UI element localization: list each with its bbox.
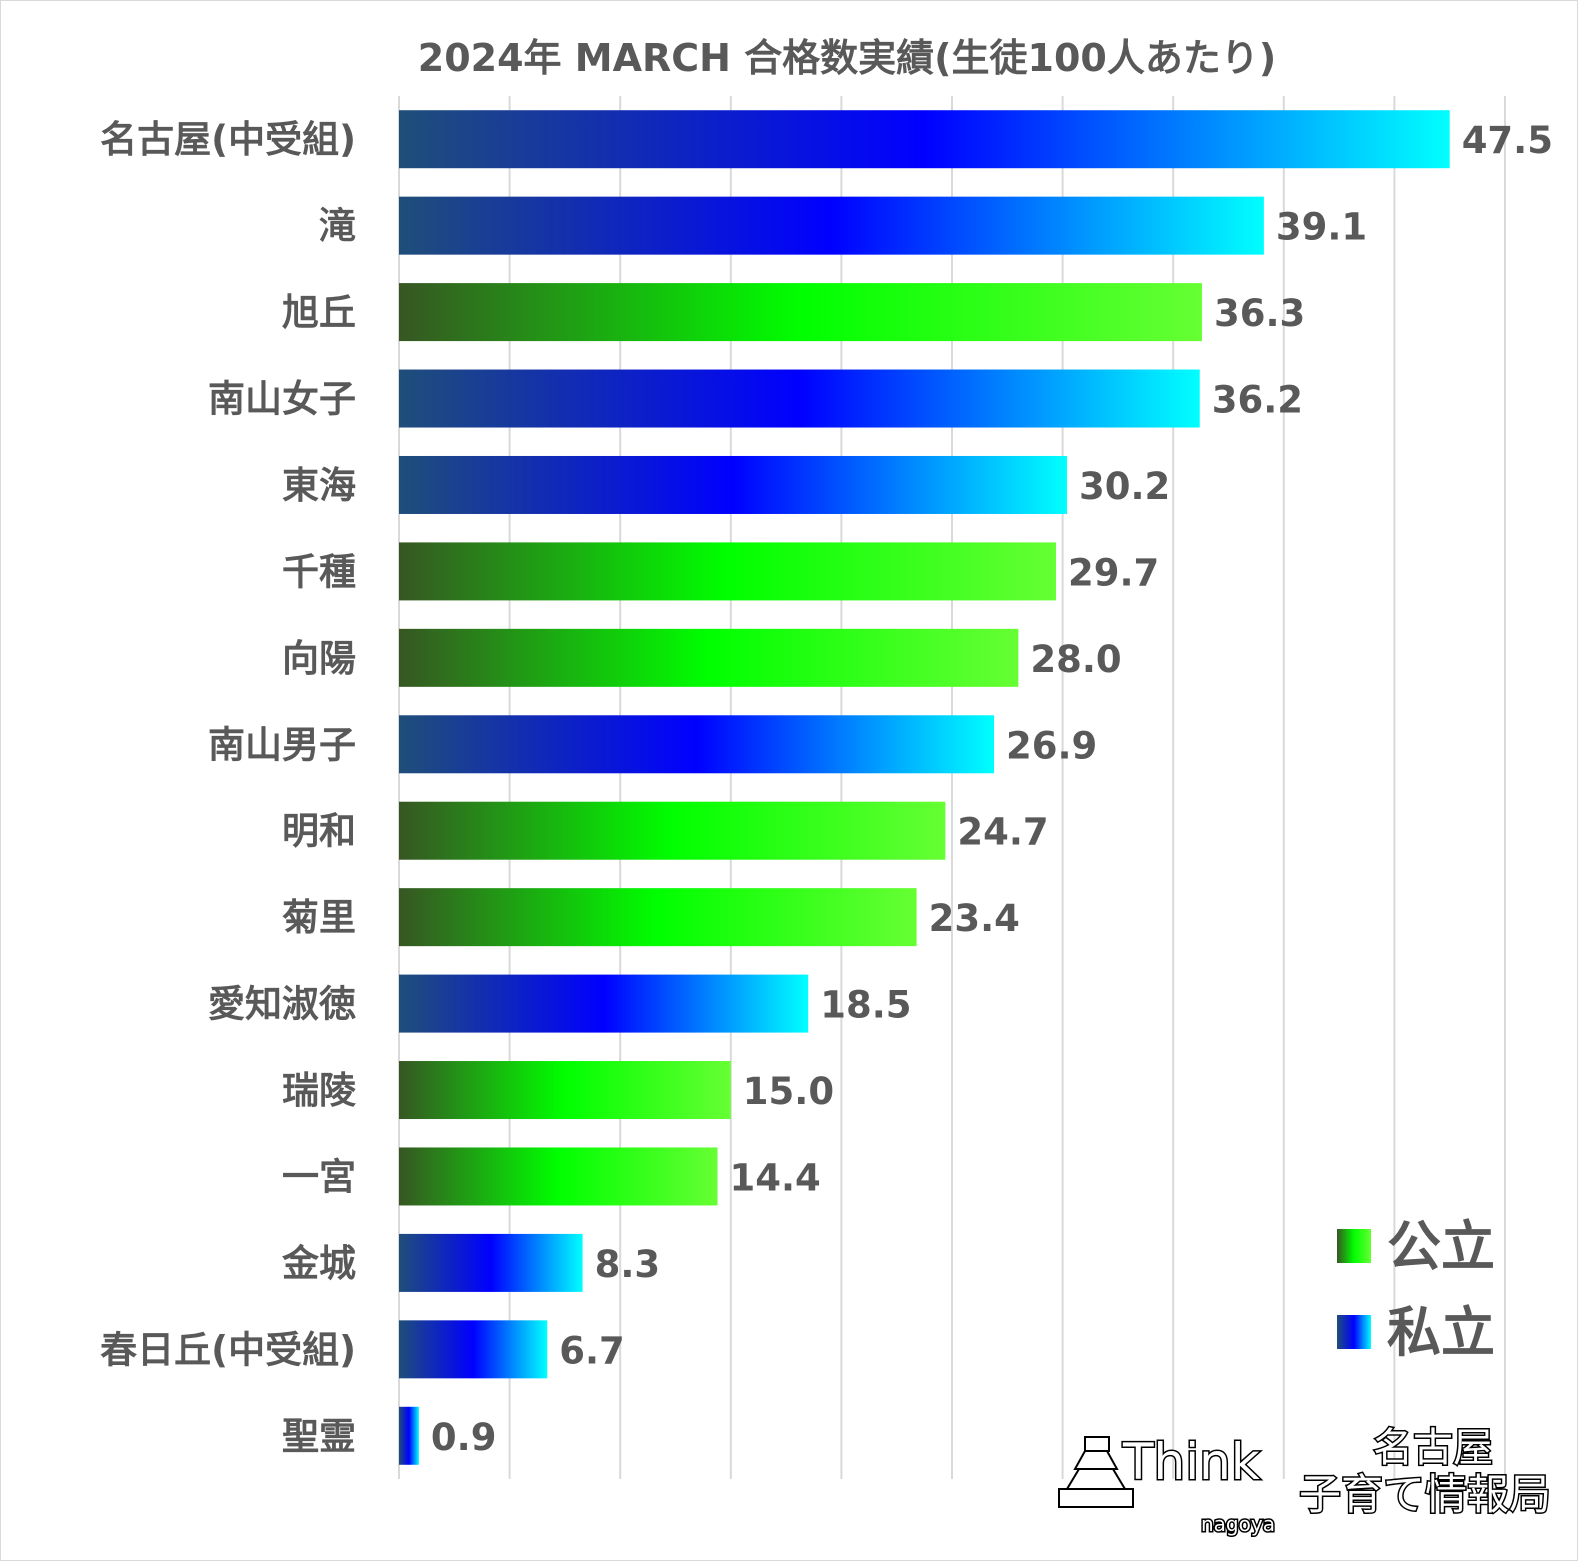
bar-row: 旭丘 36.3	[282, 283, 1305, 342]
bar	[399, 1320, 548, 1379]
value-label: 18.5	[820, 984, 911, 1027]
bar	[399, 1061, 731, 1120]
value-label: 24.7	[957, 811, 1048, 854]
value-label: 29.7	[1068, 551, 1159, 594]
chart-title: 2024年 MARCH 合格数実績(生徒100人あたり)	[418, 36, 1276, 80]
bar	[399, 196, 1264, 255]
bar	[399, 542, 1056, 601]
bar	[399, 801, 946, 860]
bar-row: 明和 24.7	[282, 801, 1049, 860]
bar-row: 春日丘(中受組) 6.7	[100, 1320, 625, 1379]
category-label: 愛知淑徳	[208, 983, 356, 1026]
value-label: 23.4	[929, 897, 1020, 940]
value-label: 39.1	[1276, 206, 1367, 249]
value-label: 6.7	[559, 1329, 625, 1372]
bar-row: 一宮 14.4	[282, 1147, 821, 1206]
bar	[399, 715, 995, 774]
value-label: 15.0	[743, 1070, 834, 1113]
bar-row: 名古屋(中受組) 47.5	[100, 110, 1553, 169]
category-label: 滝	[319, 205, 356, 248]
bar	[399, 1406, 419, 1465]
logo-line1: 名古屋	[1373, 1425, 1493, 1471]
bar	[399, 1147, 718, 1206]
legend-swatch-public	[1337, 1229, 1371, 1263]
bar	[399, 283, 1202, 342]
category-label: 南山女子	[208, 378, 356, 421]
bar-row: 千種 29.7	[282, 542, 1159, 601]
category-label: 旭丘	[282, 291, 356, 334]
bar-row: 向陽 28.0	[282, 628, 1122, 687]
category-label: 一宮	[282, 1155, 356, 1198]
bar	[399, 110, 1450, 169]
legend: 公立 私立	[1337, 1215, 1495, 1364]
category-label: 東海	[282, 464, 356, 507]
brand-logo: Think nagoya 名古屋 子育て情報局	[1058, 1424, 1553, 1538]
bar-row: 東海 30.2	[282, 455, 1170, 514]
legend-label-private: 私立	[1387, 1301, 1495, 1364]
bar-row: 瑞陵 15.0	[282, 1061, 834, 1120]
category-label: 南山男子	[208, 723, 356, 766]
bar-row: 菊里 23.4	[282, 888, 1020, 947]
category-label: 金城	[282, 1242, 356, 1285]
logo-brand: Think	[1122, 1433, 1260, 1491]
legend-label-public: 公立	[1387, 1215, 1495, 1278]
legend-swatch-private	[1337, 1315, 1371, 1349]
logo-line2: 子育て情報局	[1299, 1470, 1551, 1519]
bar	[399, 455, 1068, 514]
value-label: 47.5	[1462, 119, 1553, 162]
value-label: 8.3	[595, 1243, 661, 1286]
bar	[399, 1233, 583, 1292]
value-label: 36.2	[1212, 379, 1303, 422]
bar-row: 南山女子 36.2	[208, 369, 1303, 428]
value-label: 28.0	[1030, 638, 1121, 681]
category-label: 千種	[282, 550, 356, 593]
value-label: 30.2	[1079, 465, 1170, 508]
bar	[399, 974, 809, 1033]
bar	[399, 888, 917, 947]
bar-row: 愛知淑徳 18.5	[208, 974, 912, 1033]
bar-row: 金城 8.3	[282, 1233, 661, 1292]
bar	[399, 369, 1200, 428]
value-label: 36.3	[1214, 292, 1305, 335]
value-label: 0.9	[431, 1416, 497, 1459]
category-label: 向陽	[282, 637, 356, 680]
category-label: 春日丘(中受組)	[100, 1328, 356, 1371]
bars: 名古屋(中受組) 47.5 滝 39.1 旭丘 36.3 南山女子 36.2 東海 30.2 千種 2…	[100, 110, 1553, 1465]
category-label: 明和	[282, 810, 356, 853]
category-label: 菊里	[282, 896, 356, 939]
value-label: 26.9	[1006, 724, 1097, 767]
value-label: 14.4	[730, 1156, 821, 1199]
category-label: 名古屋(中受組)	[100, 118, 356, 161]
bar-row: 聖霊 0.9	[282, 1406, 497, 1465]
bar	[399, 628, 1019, 687]
bar-row: 滝 39.1	[319, 196, 1367, 255]
bar-row: 南山男子 26.9	[208, 715, 1097, 774]
logo-sub: nagoya	[1201, 1512, 1275, 1536]
category-label: 聖霊	[282, 1415, 356, 1458]
castle-icon	[1058, 1436, 1134, 1508]
category-label: 瑞陵	[282, 1069, 357, 1112]
